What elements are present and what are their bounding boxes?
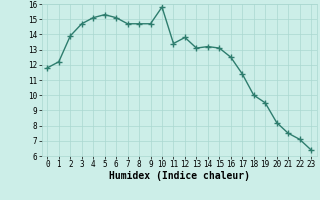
X-axis label: Humidex (Indice chaleur): Humidex (Indice chaleur): [109, 171, 250, 181]
